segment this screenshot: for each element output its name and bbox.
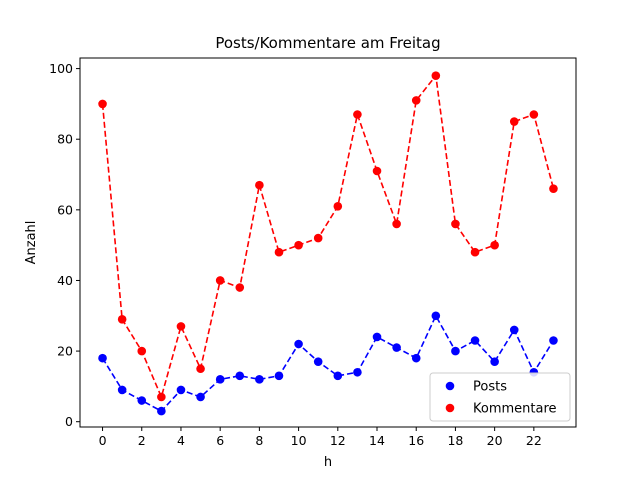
data-point-kommentare	[235, 283, 245, 292]
data-point-kommentare	[176, 322, 186, 331]
legend-box	[429, 372, 571, 422]
data-point-kommentare	[137, 346, 147, 356]
data-point-posts	[333, 371, 343, 381]
data-point-posts	[372, 332, 382, 342]
data-point-posts	[157, 406, 166, 416]
x-tick-label: 18	[447, 433, 463, 448]
data-point-posts	[353, 367, 362, 377]
data-point-kommentare	[353, 110, 362, 119]
data-point-posts	[274, 371, 284, 381]
data-point-kommentare	[313, 233, 323, 243]
data-point-kommentare	[333, 202, 343, 211]
data-point-kommentare	[215, 276, 225, 285]
data-point-posts	[117, 385, 127, 395]
data-point-posts	[470, 336, 480, 345]
data-point-kommentare	[451, 219, 460, 229]
x-tick-label: 0	[99, 433, 107, 448]
data-point-kommentare	[117, 315, 127, 324]
data-point-posts	[176, 385, 186, 395]
data-point-posts	[137, 396, 147, 405]
x-tick-label: 4	[177, 433, 185, 448]
data-point-posts	[98, 353, 107, 363]
data-point-kommentare	[392, 219, 401, 229]
data-point-posts	[549, 336, 558, 345]
plot-area	[80, 58, 576, 427]
legend-label-posts: Posts	[473, 380, 507, 395]
data-point-posts	[431, 311, 441, 321]
data-point-kommentare	[294, 240, 303, 250]
series-line-posts	[101, 314, 555, 413]
legend: Posts Kommentare	[429, 372, 571, 422]
data-point-kommentare	[549, 184, 558, 193]
data-point-posts	[451, 346, 460, 356]
x-tick-label: 16	[408, 433, 424, 448]
y-tick-label: 0	[65, 414, 73, 429]
x-tick-label: 20	[487, 433, 503, 448]
data-point-posts	[411, 353, 421, 363]
data-point-kommentare	[411, 96, 421, 105]
data-point-posts	[215, 375, 225, 384]
x-tick-label: 6	[216, 433, 224, 448]
data-point-kommentare	[431, 71, 441, 80]
x-tick-label: 8	[255, 433, 263, 448]
data-point-posts	[196, 392, 205, 402]
data-point-kommentare	[196, 364, 205, 374]
data-point-kommentare	[372, 166, 382, 176]
data-point-posts	[509, 325, 519, 335]
data-point-kommentare	[98, 99, 107, 109]
data-point-kommentare	[490, 240, 499, 250]
x-tick-label: 10	[291, 433, 307, 448]
legend-label-kommentare: Kommentare	[473, 402, 557, 417]
y-axis-ticks: 0 20 40 60 80 100	[49, 61, 80, 429]
data-point-kommentare	[529, 110, 539, 119]
y-tick-label: 100	[49, 61, 73, 76]
data-point-kommentare	[255, 180, 264, 190]
plot-frame	[79, 57, 577, 428]
chart-title: Posts/Kommentare am Freitag	[215, 34, 440, 52]
x-tick-label: 14	[369, 433, 385, 448]
data-point-posts	[294, 339, 303, 349]
x-tick-label: 2	[138, 433, 146, 448]
data-point-posts	[313, 357, 323, 366]
data-point-posts	[255, 375, 264, 384]
data-point-kommentare	[274, 247, 284, 257]
data-point-posts	[392, 343, 401, 352]
data-point-kommentare	[509, 117, 519, 126]
y-tick-label: 80	[57, 132, 73, 147]
series-layer	[98, 71, 558, 416]
data-point-posts	[235, 371, 245, 381]
data-point-posts	[490, 357, 499, 366]
y-tick-label: 40	[57, 273, 73, 288]
x-tick-label: 22	[526, 433, 542, 448]
x-tick-label: 12	[330, 433, 346, 448]
x-axis-label: h	[324, 455, 332, 470]
legend-marker-posts	[445, 381, 455, 391]
y-tick-label: 20	[57, 344, 73, 359]
data-point-kommentare	[157, 392, 166, 402]
x-axis-ticks: 0 2 4 6 8 10 12 14 16 18 20 22	[99, 427, 542, 448]
y-tick-label: 60	[57, 202, 73, 217]
legend-marker-kommentare	[445, 403, 455, 413]
y-axis-label: Anzahl	[24, 221, 39, 265]
data-point-kommentare	[470, 247, 480, 257]
